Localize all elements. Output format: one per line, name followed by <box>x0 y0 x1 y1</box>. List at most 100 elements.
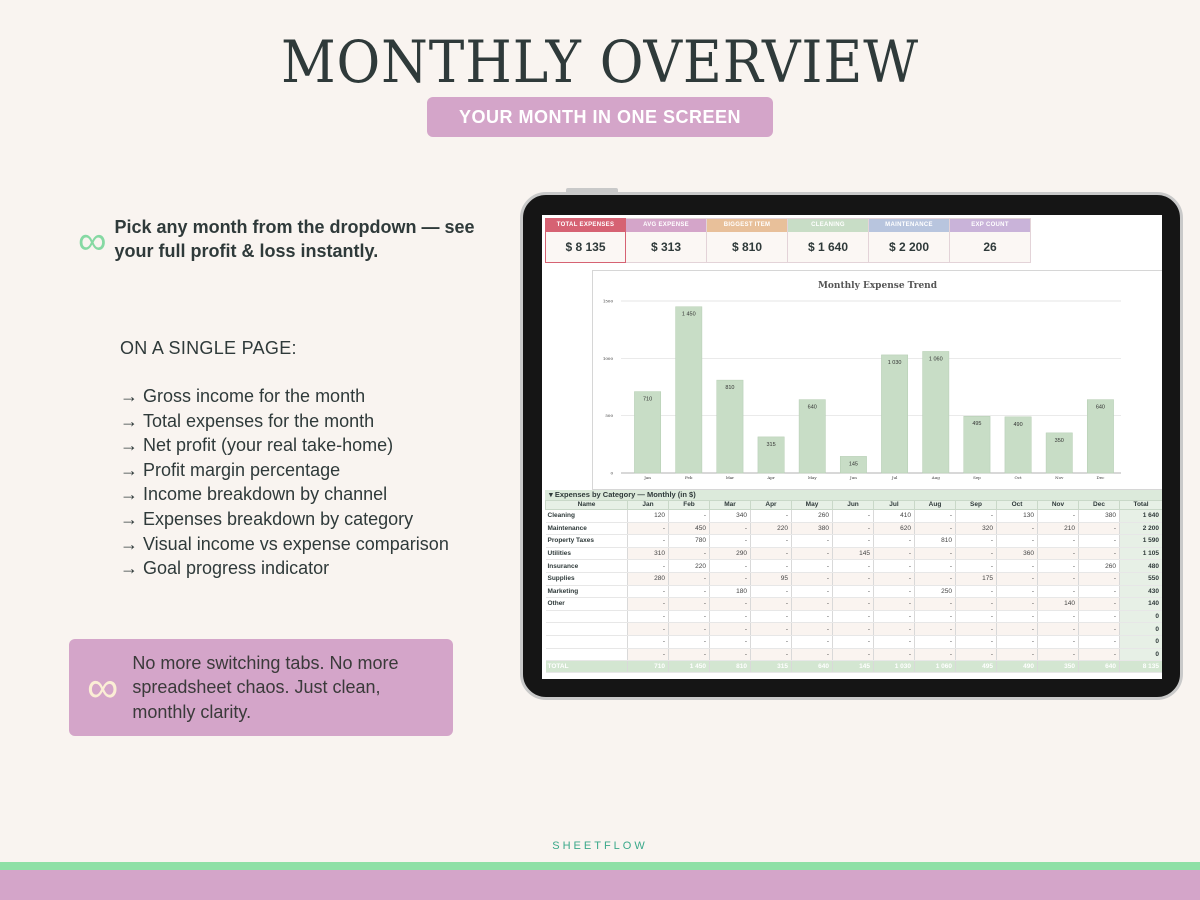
table-cell[interactable]: - <box>873 547 915 561</box>
table-cell[interactable]: - <box>832 559 874 573</box>
table-cell[interactable]: - <box>955 610 997 624</box>
row-total[interactable]: 480 <box>1119 559 1162 573</box>
table-cell[interactable]: - <box>832 522 874 536</box>
table-cell[interactable]: - <box>709 572 751 586</box>
table-cell[interactable]: - <box>627 622 669 636</box>
row-total[interactable]: 430 <box>1119 585 1162 599</box>
table-cell[interactable]: - <box>1078 534 1120 548</box>
table-cell[interactable]: - <box>750 585 792 599</box>
table-cell[interactable]: - <box>873 622 915 636</box>
table-cell[interactable]: - <box>1037 622 1079 636</box>
table-cell[interactable]: - <box>832 597 874 611</box>
table-cell[interactable]: - <box>1078 635 1120 649</box>
row-total[interactable]: 1 590 <box>1119 534 1162 548</box>
table-cell[interactable]: 360 <box>996 547 1038 561</box>
table-cell[interactable]: - <box>832 585 874 599</box>
table-cell[interactable]: 450 <box>668 522 710 536</box>
table-cell[interactable]: - <box>709 610 751 624</box>
table-cell[interactable]: - <box>914 559 956 573</box>
table-cell[interactable]: 220 <box>668 559 710 573</box>
table-cell[interactable]: - <box>709 559 751 573</box>
table-cell[interactable]: - <box>873 610 915 624</box>
table-cell[interactable]: - <box>668 585 710 599</box>
table-cell[interactable]: - <box>709 648 751 662</box>
table-cell[interactable]: 175 <box>955 572 997 586</box>
table-cell[interactable]: - <box>996 648 1038 662</box>
table-cell[interactable]: - <box>955 622 997 636</box>
table-cell[interactable]: - <box>955 547 997 561</box>
table-cell[interactable]: - <box>955 597 997 611</box>
table-cell[interactable]: 95 <box>750 572 792 586</box>
table-cell[interactable]: 310 <box>627 547 669 561</box>
table-cell[interactable]: - <box>791 648 833 662</box>
table-cell[interactable]: - <box>1037 509 1079 523</box>
table-cell[interactable]: - <box>791 559 833 573</box>
table-cell[interactable]: 620 <box>873 522 915 536</box>
table-cell[interactable]: 380 <box>791 522 833 536</box>
table-cell[interactable]: - <box>791 547 833 561</box>
table-cell[interactable]: 130 <box>996 509 1038 523</box>
table-cell[interactable]: 140 <box>1037 597 1079 611</box>
table-cell[interactable]: - <box>955 559 997 573</box>
table-cell[interactable]: - <box>1037 610 1079 624</box>
table-cell[interactable]: - <box>996 610 1038 624</box>
table-title[interactable]: ▾ Expenses by Category — Monthly (in $) <box>545 490 1162 500</box>
table-cell[interactable]: - <box>914 522 956 536</box>
row-total[interactable]: 140 <box>1119 597 1162 611</box>
table-cell[interactable]: - <box>996 534 1038 548</box>
table-cell[interactable]: - <box>955 509 997 523</box>
table-cell[interactable]: - <box>1037 547 1079 561</box>
table-cell[interactable]: - <box>873 635 915 649</box>
table-cell[interactable]: - <box>832 534 874 548</box>
table-cell[interactable]: - <box>791 585 833 599</box>
table-cell[interactable]: - <box>873 648 915 662</box>
table-cell[interactable]: - <box>791 610 833 624</box>
table-cell[interactable]: 810 <box>914 534 956 548</box>
table-cell[interactable]: 320 <box>955 522 997 536</box>
table-cell[interactable]: - <box>873 559 915 573</box>
table-cell[interactable]: - <box>627 610 669 624</box>
table-cell[interactable]: - <box>750 509 792 523</box>
table-cell[interactable]: - <box>1078 597 1120 611</box>
table-cell[interactable]: - <box>1078 610 1120 624</box>
table-cell[interactable]: - <box>1078 572 1120 586</box>
table-cell[interactable]: - <box>1037 648 1079 662</box>
table-cell[interactable]: - <box>996 635 1038 649</box>
table-cell[interactable]: - <box>873 572 915 586</box>
table-cell[interactable]: - <box>750 648 792 662</box>
table-cell[interactable]: - <box>955 648 997 662</box>
table-cell[interactable]: - <box>750 622 792 636</box>
table-cell[interactable]: - <box>914 635 956 649</box>
table-cell[interactable]: - <box>914 610 956 624</box>
table-cell[interactable]: 180 <box>709 585 751 599</box>
table-cell[interactable]: 220 <box>750 522 792 536</box>
table-cell[interactable]: - <box>914 547 956 561</box>
table-cell[interactable]: - <box>832 622 874 636</box>
table-cell[interactable]: - <box>750 534 792 548</box>
table-cell[interactable]: 210 <box>1037 522 1079 536</box>
table-cell[interactable]: - <box>750 559 792 573</box>
table-cell[interactable]: 260 <box>1078 559 1120 573</box>
table-cell[interactable]: - <box>832 635 874 649</box>
table-cell[interactable]: - <box>873 585 915 599</box>
table-cell[interactable]: - <box>668 597 710 611</box>
row-total[interactable]: 0 <box>1119 610 1162 624</box>
table-cell[interactable]: - <box>791 597 833 611</box>
table-cell[interactable]: 260 <box>791 509 833 523</box>
table-cell[interactable]: 780 <box>668 534 710 548</box>
row-total[interactable]: 1 105 <box>1119 547 1162 561</box>
table-cell[interactable]: 410 <box>873 509 915 523</box>
table-cell[interactable]: - <box>1037 534 1079 548</box>
table-cell[interactable]: - <box>914 509 956 523</box>
table-cell[interactable]: - <box>996 622 1038 636</box>
table-cell[interactable]: - <box>914 572 956 586</box>
table-cell[interactable]: - <box>1037 635 1079 649</box>
row-total[interactable]: 2 200 <box>1119 522 1162 536</box>
row-total[interactable]: 1 640 <box>1119 509 1162 523</box>
table-cell[interactable]: - <box>750 547 792 561</box>
table-cell[interactable]: - <box>914 648 956 662</box>
table-cell[interactable]: 290 <box>709 547 751 561</box>
table-cell[interactable]: - <box>791 534 833 548</box>
table-cell[interactable]: 340 <box>709 509 751 523</box>
table-cell[interactable]: - <box>709 635 751 649</box>
